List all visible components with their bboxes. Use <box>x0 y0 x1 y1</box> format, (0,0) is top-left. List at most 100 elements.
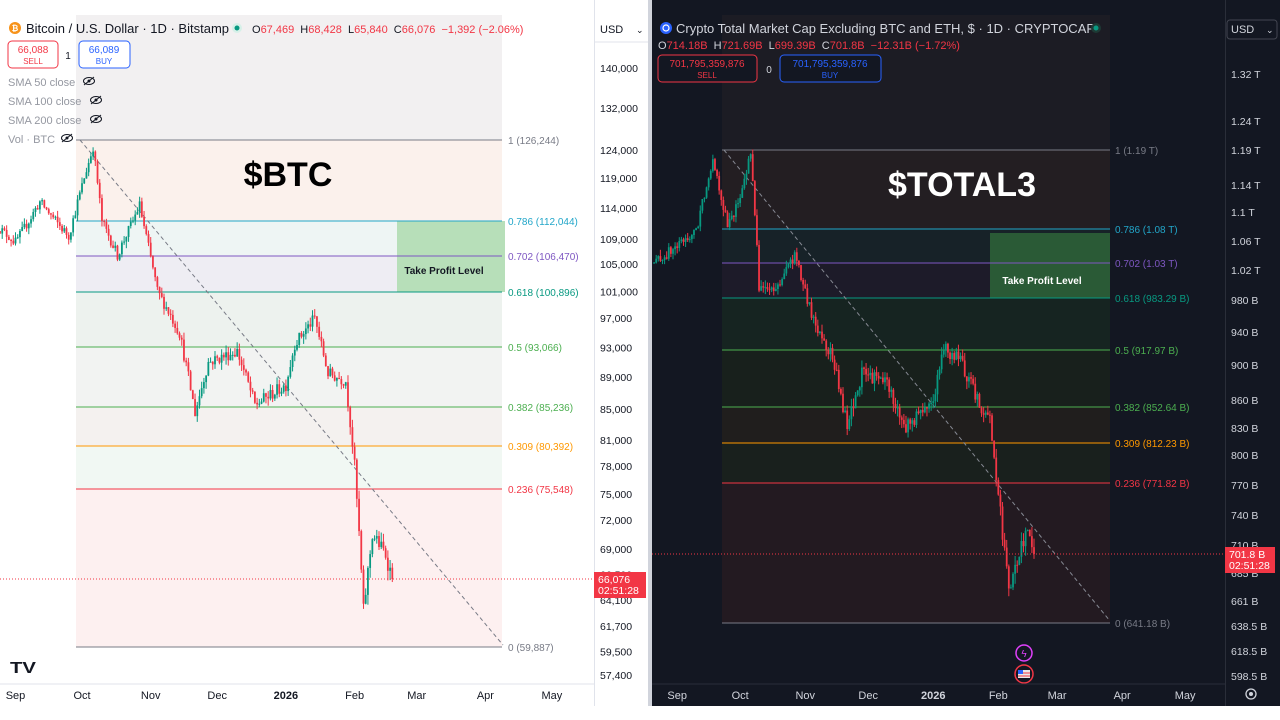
total3-currency-select[interactable]: USD <box>1231 24 1254 36</box>
candle-body <box>227 352 230 361</box>
candle-body <box>1 228 4 234</box>
candle-body <box>753 181 756 216</box>
candle-body <box>749 154 752 159</box>
candle-body <box>154 267 157 278</box>
total3-low: 699.39B <box>775 40 816 52</box>
candle-body <box>320 336 323 342</box>
btc-sell-price: 66,088 <box>18 45 49 56</box>
total3-current-price: 701.8 B <box>1229 549 1265 561</box>
candle-body <box>41 200 44 202</box>
time-axis-label: Oct <box>73 690 90 702</box>
total3-buy-button[interactable]: 701,795,359,876 BUY <box>779 54 882 83</box>
bitcoin-logo-glyph: ₿ <box>12 24 19 33</box>
candle-body <box>926 407 928 409</box>
total3-buy-price: 701,795,359,876 <box>792 59 868 70</box>
candle-body <box>661 260 664 262</box>
btc-time-axis[interactable]: Sep Oct Nov Dec 2026 Feb Mar Apr May <box>6 690 563 702</box>
chevron-down-icon[interactable]: ⌄ <box>1266 25 1274 35</box>
candle-body <box>300 332 303 337</box>
candle-body <box>814 316 817 326</box>
candle-body <box>995 457 998 481</box>
indicator-sma50[interactable]: SMA 50 close <box>8 77 75 89</box>
pane-separator[interactable] <box>648 0 652 706</box>
candle-body <box>96 161 99 183</box>
time-axis-label: Mar <box>1048 690 1067 702</box>
price-axis-label: 101,000 <box>600 286 638 298</box>
candle-body <box>699 210 702 227</box>
total3-trendline <box>723 149 1111 622</box>
hidden-eye-icon[interactable] <box>61 133 73 143</box>
total3-take-profit-label: Take Profit Level <box>1002 276 1082 287</box>
price-axis-label: 109,000 <box>600 234 638 246</box>
candle-body <box>890 389 893 392</box>
total3-price-axis[interactable]: USD ⌄ 1.32 T 1.24 T 1.19 T 1.14 T 1.1 T 1.06 … <box>1225 0 1280 706</box>
candle-body <box>789 259 792 265</box>
price-axis-label: 638.5 B <box>1231 621 1267 633</box>
btc-currency-select[interactable]: USD <box>600 24 623 36</box>
price-axis-label: 89,000 <box>600 372 632 384</box>
btc-buy-label: BUY <box>96 57 113 66</box>
candle-body <box>16 237 19 239</box>
lightning-event-icon[interactable]: ϟ <box>1015 644 1033 662</box>
candle-body <box>242 365 245 370</box>
hidden-eye-icon[interactable] <box>90 95 102 105</box>
candle-body <box>125 237 128 242</box>
candle-body <box>743 178 746 189</box>
candle-body <box>7 236 10 240</box>
total3-time-axis[interactable]: Sep Oct Nov Dec 2026 Feb Mar Apr May <box>667 690 1196 702</box>
btc-price-axis[interactable]: USD ⌄ 140,000 132,000 124,000 119,000 114,00… <box>594 0 648 706</box>
indicator-sma100[interactable]: SMA 100 close <box>8 96 81 108</box>
candle-body <box>978 393 981 408</box>
btc-buy-button[interactable]: 66,089 BUY <box>78 40 131 69</box>
total3-chart-pane[interactable]: Take Profit Level 1 (1.19 T) 0.786 (1.08 … <box>652 0 1225 706</box>
fib-level-label: 0.786 (1.08 T) <box>1115 225 1178 236</box>
btc-change: −1,392 (−2.06%) <box>441 24 523 36</box>
candle-body <box>732 215 735 217</box>
hidden-eye-icon[interactable] <box>83 76 95 86</box>
candle-body <box>1012 573 1014 588</box>
candle-body <box>921 409 924 413</box>
candle-body <box>795 252 798 261</box>
total3-sell-price: 701,795,359,876 <box>669 59 745 70</box>
candle-body <box>304 328 307 335</box>
tradingview-logo[interactable]: TV <box>10 660 36 677</box>
total3-symbol-title[interactable]: Crypto Total Market Cap Excluding BTC an… <box>676 21 1095 36</box>
candle-body <box>764 287 767 289</box>
candle-body <box>1005 547 1008 567</box>
chevron-down-icon[interactable]: ⌄ <box>636 25 644 35</box>
total3-sell-button[interactable]: 701,795,359,876 SELL <box>657 54 758 83</box>
btc-sell-button[interactable]: 66,088 SELL <box>7 40 59 69</box>
hidden-eye-icon[interactable] <box>90 114 102 124</box>
candle-body <box>50 213 52 215</box>
candle-body <box>686 238 689 240</box>
total3-spread: 0 <box>766 65 772 76</box>
total3-currency-select-box[interactable] <box>1226 19 1278 40</box>
candle-body <box>1031 536 1033 548</box>
candle-body <box>156 277 159 287</box>
candle-body <box>928 403 930 409</box>
candle-body <box>147 234 150 243</box>
candle-body <box>667 247 670 259</box>
bottom-strip <box>0 706 1280 720</box>
candle-body <box>189 371 192 391</box>
candle-body <box>105 221 108 229</box>
us-flag-event-icon[interactable] <box>1014 664 1034 684</box>
candle-body <box>302 334 305 337</box>
settings-gear-icon[interactable] <box>1245 688 1257 700</box>
total3-sell-label: SELL <box>697 71 717 80</box>
price-axis-label: 93,000 <box>600 342 632 354</box>
indicator-sma200[interactable]: SMA 200 close <box>8 115 81 127</box>
candle-body <box>21 227 24 231</box>
btc-symbol-title[interactable]: Bitcoin / U.S. Dollar · 1D · Bitstamp <box>26 21 229 36</box>
btc-candles <box>0 147 394 609</box>
candle-body <box>331 368 334 376</box>
candle-body <box>14 237 17 244</box>
candle-body <box>793 252 796 264</box>
candle-body <box>961 355 964 361</box>
candle-body <box>23 223 26 228</box>
btc-chart-pane[interactable]: Take Profit Level 1 (126,244) 0.786 (112,… <box>0 0 594 706</box>
candle-body <box>298 332 301 345</box>
candle-body <box>289 367 292 377</box>
indicator-volume[interactable]: Vol · BTC <box>8 134 55 146</box>
